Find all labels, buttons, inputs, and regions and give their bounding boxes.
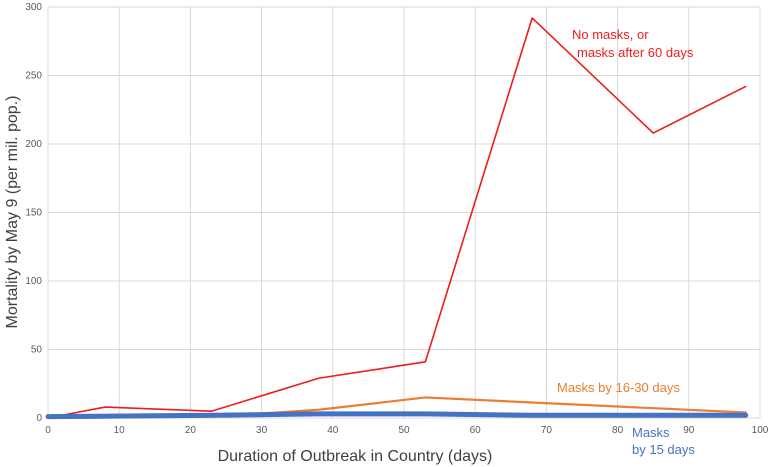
grid-lines [47, 6, 761, 419]
y-axis-title: Mortality by May 9 (per mil. pop.) [4, 96, 21, 329]
y-tick-label: 50 [31, 345, 43, 356]
masks-16-30-label: Masks by 16-30 days [557, 380, 680, 395]
no-masks-label: No masks, or [572, 27, 649, 42]
masks-15-label: by 15 days [632, 442, 695, 457]
no-masks-line [47, 17, 747, 419]
x-tick-label: 40 [327, 425, 339, 436]
no-masks-label: masks after 60 days [577, 45, 694, 60]
masks-15-label: Masks [632, 425, 670, 440]
x-tick-label: 30 [256, 425, 268, 436]
y-tick-label: 0 [36, 413, 42, 424]
x-tick-label: 10 [114, 425, 126, 436]
y-tick-label: 200 [25, 139, 42, 150]
x-tick-labels: 0 10 20 30 40 50 60 70 80 90 100 [45, 425, 768, 436]
x-tick-label: 70 [541, 425, 553, 436]
y-tick-label: 100 [25, 276, 42, 287]
masks-15-line [45, 411, 749, 420]
x-tick-label: 20 [185, 425, 197, 436]
x-tick-label: 90 [683, 425, 695, 436]
y-tick-label: 250 [25, 71, 42, 82]
x-tick-label: 60 [470, 425, 482, 436]
series-lines [45, 17, 749, 420]
series-labels: No masks, or masks after 60 days Masks by … [557, 27, 695, 457]
x-tick-label: 100 [752, 425, 768, 436]
x-tick-label: 80 [612, 425, 624, 436]
x-axis-title: Duration of Outbreak in Country (days) [218, 448, 493, 465]
y-tick-label: 300 [25, 2, 42, 13]
y-tick-label: 150 [25, 208, 42, 219]
x-tick-label: 50 [398, 425, 410, 436]
x-tick-label: 0 [45, 425, 51, 436]
y-tick-labels: 0 50 100 150 200 250 300 [25, 2, 42, 424]
